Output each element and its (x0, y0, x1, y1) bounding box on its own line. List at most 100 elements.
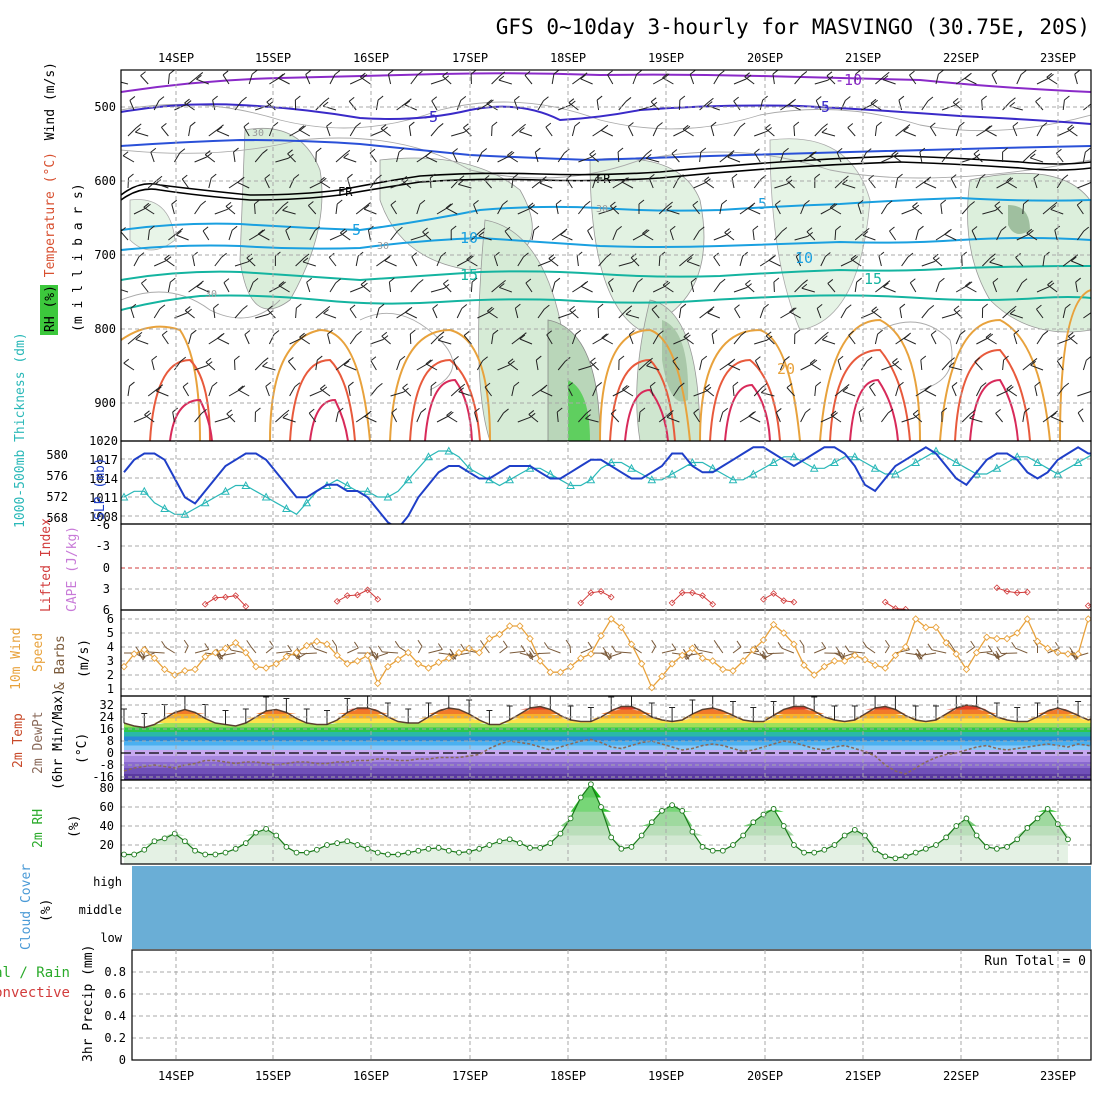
upper-wind-barb-flag (667, 201, 673, 207)
thickness-marker (505, 475, 515, 484)
upper-wind-barb (642, 233, 654, 241)
upper-wind-barb (205, 361, 216, 371)
wind-barb-flag (884, 639, 890, 647)
upper-wind-barb-flag (255, 407, 261, 413)
upper-wind-barb-flag (866, 356, 873, 362)
upper-wind-barb-flag (831, 203, 838, 209)
rh-area (589, 157, 705, 331)
upper-wind-barb-flag (527, 202, 534, 208)
upper-wind-barb (996, 181, 1009, 189)
upper-wind-barb-flag (664, 282, 671, 287)
upper-wind-barb-flag (1050, 412, 1057, 418)
upper-wind-barb-flag (411, 252, 418, 258)
upper-wind-barb (1077, 391, 1091, 397)
rh-marker (395, 851, 401, 858)
upper-wind-barb (628, 334, 634, 345)
wind-speed-marker (424, 664, 433, 672)
upper-wind-barb (768, 259, 781, 267)
wind-speed-marker (769, 620, 778, 629)
wind-barb (484, 646, 490, 654)
wind-barb-flag (611, 645, 617, 653)
upper-wind-barb (862, 234, 876, 241)
upper-wind-barb-flag (773, 277, 780, 283)
upper-wind-barb-flag (430, 381, 437, 387)
upper-wind-barb-flag (740, 330, 747, 336)
upper-wind-barb (135, 338, 149, 345)
upper-wind-barb (127, 127, 137, 137)
wind-speed-marker (211, 648, 220, 657)
upper-wind-barb-flag (1021, 278, 1028, 284)
upper-wind-barb-flag (987, 333, 994, 339)
upper-wind-barb-flag (369, 148, 376, 154)
thickness-marker (383, 492, 393, 501)
contour-label: 10 (460, 229, 478, 247)
upper-wind-barb-flag (622, 385, 628, 390)
upper-wind-barb (842, 183, 856, 189)
rh-marker (912, 849, 919, 856)
thickness-marker (850, 452, 860, 461)
wind10m-panel: 6 5 4 3 2 1 10m Wind Speed & Barbs (m/s) (9, 609, 1092, 697)
upper-wind-barb-flag (306, 277, 312, 283)
upper-wind-barb-flag (994, 201, 1001, 207)
upper-wind-barb-flag (584, 200, 591, 206)
wind-speed-marker (302, 641, 311, 650)
thickness-marker (789, 452, 799, 461)
upper-wind-barb (1002, 101, 1011, 111)
wind-barb (686, 652, 693, 660)
upper-wind-barb-flag (422, 227, 428, 233)
upper-wind-barb-flag (524, 70, 531, 76)
upper-wind-barb-flag (750, 411, 756, 416)
wind-speed-markers (121, 615, 1091, 692)
thickness-markers (121, 446, 1083, 518)
upper-wind-barb (519, 131, 533, 137)
rh-marker (344, 838, 351, 845)
ylabel-cloud-cover: Cloud Cover (19, 864, 34, 950)
thickness-marker (951, 457, 961, 466)
lifted-index-marker (1084, 602, 1091, 610)
upper-wind-barb (446, 415, 458, 423)
ylabel-temp-unit: (°C) (75, 733, 90, 764)
wind-barb-flag (838, 653, 844, 661)
rh-base-fill (124, 784, 1068, 864)
upper-wind-barb (443, 283, 452, 293)
upper-wind-barb (578, 413, 587, 423)
upper-wind-barb-flag (823, 331, 829, 337)
upper-wind-barb (899, 307, 903, 319)
upper-wind-barb (779, 152, 785, 163)
thickness-marker (261, 492, 271, 501)
upper-wind-barb-flag (361, 74, 368, 79)
upper-wind-barb (161, 334, 169, 345)
upper-wind-barb (699, 151, 702, 163)
contour-label: 30 (377, 241, 389, 252)
upper-wind-barb (411, 256, 418, 267)
upper-wind-barb (416, 412, 422, 423)
upper-wind-barb-flag (466, 255, 472, 260)
wind-barb-flag (605, 653, 610, 661)
upper-wind-barb (255, 105, 269, 111)
upper-wind-barb (592, 178, 597, 189)
wind-barb-flag (373, 651, 379, 659)
upper-wind-barb-flag (842, 179, 848, 185)
wind-barb (732, 646, 742, 654)
thickness-marker (139, 486, 149, 495)
upper-wind-barb (649, 386, 654, 397)
upper-wind-barb-flag (402, 383, 408, 389)
wind-speed-marker (160, 665, 169, 674)
upper-wind-barb-flag (731, 173, 738, 179)
upper-wind-barb-flag (668, 410, 674, 415)
upper-wind-barb-flag (115, 77, 120, 81)
rh-marker (994, 845, 1000, 852)
wind-barb-flag (161, 640, 166, 648)
thickness-marker (647, 475, 657, 484)
upper-wind-barb (875, 75, 885, 85)
upper-wind-barb (222, 74, 230, 85)
upper-wind-barb (445, 207, 458, 215)
upper-wind-barb-flag (985, 125, 991, 131)
upper-wind-barb-flag (907, 252, 914, 258)
wind-speed-marker (292, 648, 301, 657)
upper-wind-barb-flag (445, 203, 452, 209)
wind-barb-flag (799, 639, 805, 647)
upper-wind-barb (537, 260, 551, 267)
upper-wind-barb-flag (1063, 382, 1070, 388)
upper-wind-barb-flag (666, 412, 673, 418)
